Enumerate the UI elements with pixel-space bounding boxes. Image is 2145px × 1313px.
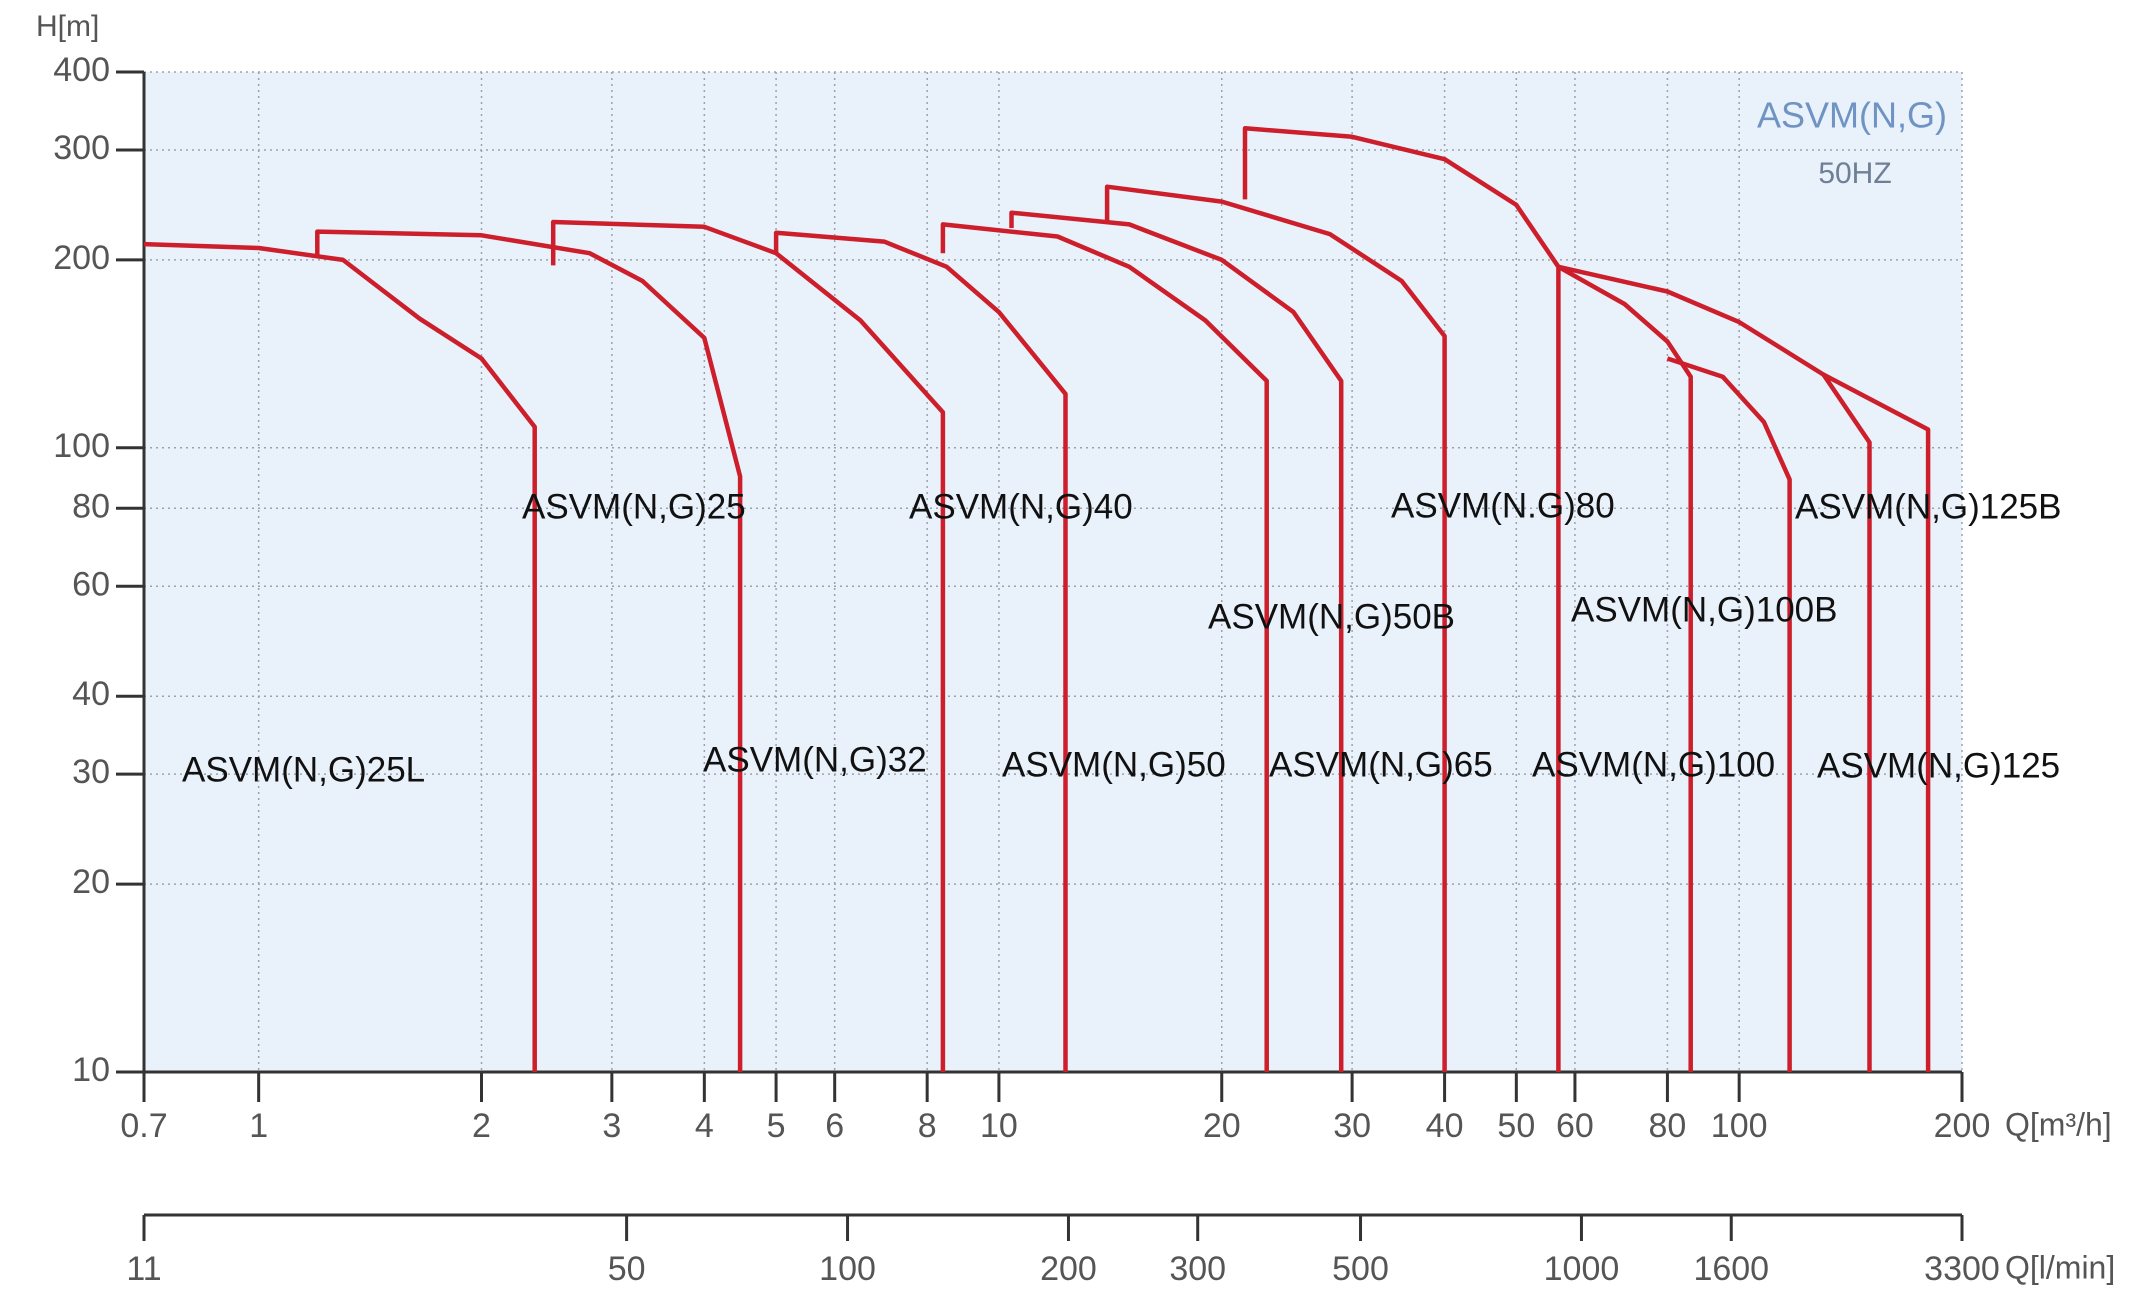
y-tick-label: 10 — [72, 1051, 110, 1089]
x2-tick-label: 3300 — [1924, 1250, 2000, 1288]
y-tick-label: 80 — [72, 487, 110, 525]
plot-area — [144, 72, 1962, 1072]
pump-curve — [940, 222, 1269, 1072]
y-tick-label: 60 — [72, 565, 110, 603]
x-tick-label: 20 — [1203, 1107, 1241, 1145]
x2-tick-label: 50 — [608, 1250, 646, 1288]
chart-subtitle: 50HZ — [1818, 157, 1891, 190]
x-tick-label: 3 — [602, 1107, 621, 1145]
x2-tick-label: 11 — [126, 1250, 161, 1288]
series-label: ASVM(N,G)25 — [522, 487, 746, 526]
x-tick-label: 0.7 — [120, 1107, 167, 1145]
x2-axis-label: Q[l/min] — [2005, 1249, 2115, 1285]
pump-curve — [315, 229, 743, 1072]
series-label: ASVM(N.G)80 — [1391, 486, 1615, 525]
x-axis-label: Q[m³/h] — [2005, 1106, 2112, 1142]
pump-curve — [143, 241, 537, 1072]
x-tick-label: 60 — [1556, 1107, 1594, 1145]
x2-tick-label: 1600 — [1693, 1250, 1769, 1288]
y-tick-label: 100 — [53, 427, 110, 465]
pump-curve — [1009, 210, 1344, 1072]
series-label: ASVM(N,G)125B — [1795, 487, 2061, 526]
pump-curve — [773, 230, 1068, 1072]
x2-tick-label: 500 — [1332, 1250, 1389, 1288]
x-tick-label: 6 — [825, 1107, 844, 1145]
pump-curve — [1822, 372, 1931, 1072]
series-label: ASVM(N,G)40 — [909, 487, 1133, 526]
y-axis-label: H[m] — [36, 10, 99, 43]
x-tick-label: 1 — [249, 1107, 268, 1145]
x2-tick-label: 200 — [1040, 1250, 1097, 1288]
x-tick-label: 200 — [1934, 1107, 1991, 1145]
y-tick-label: 400 — [53, 51, 110, 89]
x-tick-label: 8 — [918, 1107, 937, 1145]
series-label: ASVM(N,G)100 — [1532, 745, 1775, 784]
x-tick-label: 30 — [1333, 1107, 1371, 1145]
x-tick-label: 4 — [695, 1107, 714, 1145]
x-tick-label: 2 — [472, 1107, 491, 1145]
x-tick-label: 80 — [1649, 1107, 1687, 1145]
pump-curve — [1666, 356, 1792, 1072]
series-label: ASVM(N,G)25L — [182, 750, 425, 789]
pump-curve — [1104, 184, 1447, 1072]
y-tick-label: 40 — [72, 675, 110, 713]
series-label: ASVM(N,G)100B — [1571, 590, 1837, 629]
x-tick-label: 5 — [767, 1107, 786, 1145]
pump-curve — [1557, 264, 1872, 1072]
x-tick-label: 50 — [1497, 1107, 1535, 1145]
x-tick-label: 40 — [1426, 1107, 1464, 1145]
x-tick-label: 10 — [980, 1107, 1018, 1145]
x2-tick-label: 300 — [1169, 1250, 1226, 1288]
series-label: ASVM(N,G)50B — [1208, 597, 1455, 636]
series-label: ASVM(N,G)32 — [703, 740, 927, 779]
y-tick-label: 200 — [53, 239, 110, 277]
y-tick-label: 20 — [72, 863, 110, 901]
pump-curve — [1557, 264, 1693, 1072]
y-tick-label: 300 — [53, 129, 110, 167]
series-label: ASVM(N,G)50 — [1002, 745, 1226, 784]
x2-tick-label: 100 — [819, 1250, 876, 1288]
series-label: ASVM(N,G)125 — [1817, 746, 2060, 785]
x-tick-label: 100 — [1711, 1107, 1768, 1145]
chart-title: ASVM(N,G) — [1757, 95, 1947, 136]
x2-tick-label: 1000 — [1544, 1250, 1620, 1288]
series-label: ASVM(N,G)65 — [1269, 745, 1493, 784]
y-tick-label: 30 — [72, 753, 110, 791]
